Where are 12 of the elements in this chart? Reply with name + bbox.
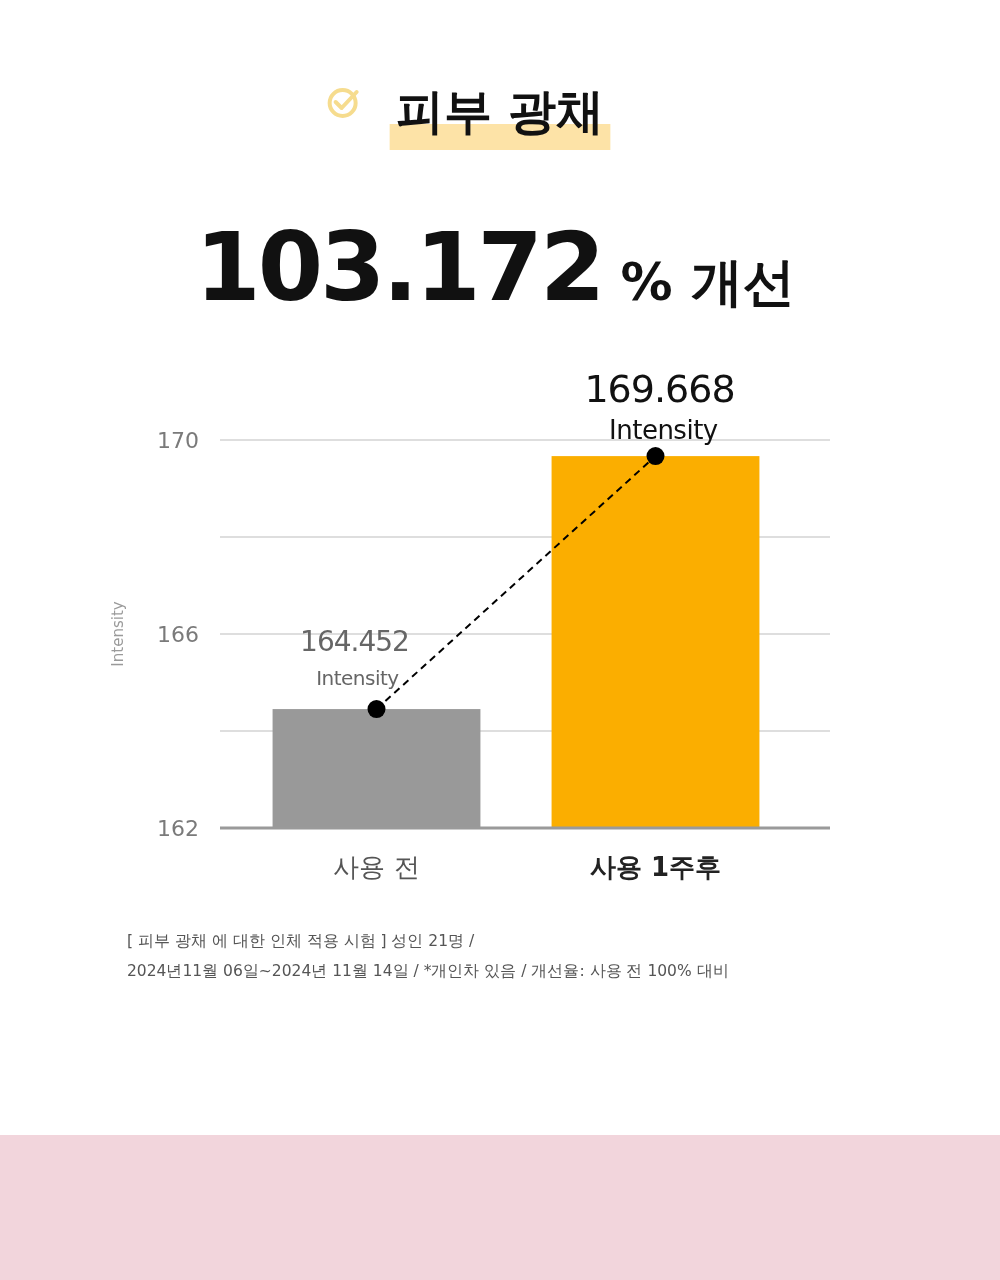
y-tick-label: 162 [157,816,199,841]
y-tick-label: 170 [157,428,199,453]
data-label: 169.668 Intensity [584,367,735,446]
y-tick-label: 166 [157,622,199,647]
text: [ 피부 광채 에 대한 인체 적용 시험 ] 성인 21명 / [127,932,476,950]
x-tick-label: 사용 1주후 [589,852,722,882]
text: 2024년11월 06일~2024년 11월 14일 / *개인차 있음 / 개선율: 사용 전 100% 대비 [127,962,729,980]
y-axis-title: Intensity [109,601,127,667]
chart-title: 피부 광채 [395,83,605,139]
data-label: 164.452 Intensity [300,625,409,691]
x-tick-label: 사용 전 [333,852,420,882]
chart-subtitle: 103.172 % 개선 [195,213,795,322]
